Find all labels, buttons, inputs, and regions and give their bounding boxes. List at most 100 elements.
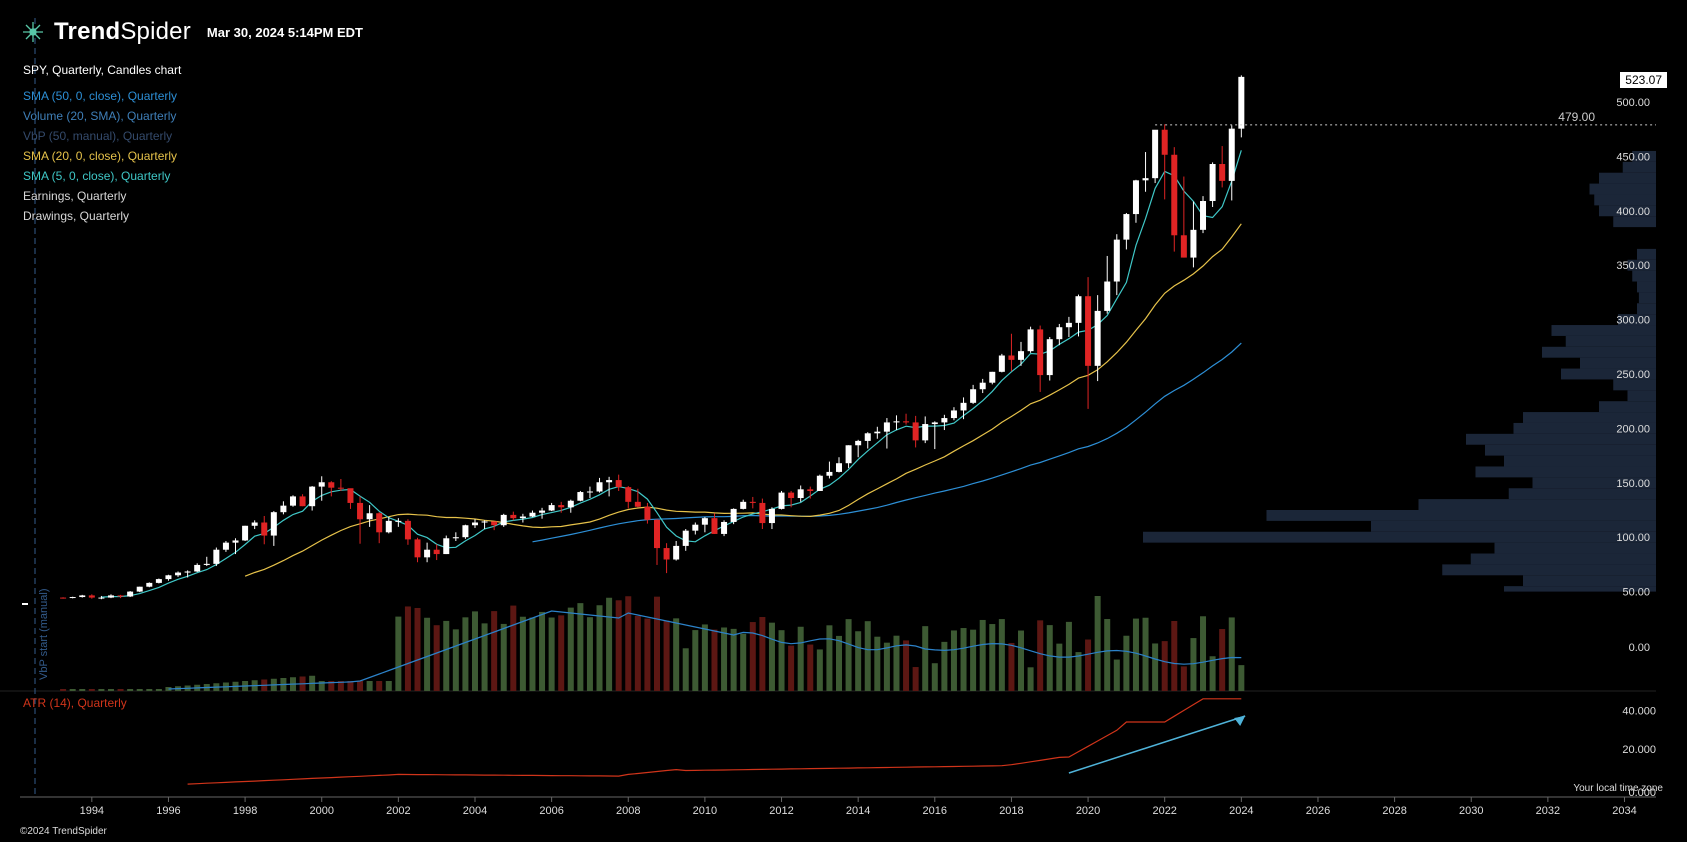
- time-tick-label: 2008: [616, 805, 640, 817]
- volume-bar: [165, 687, 172, 691]
- volume-bar: [788, 645, 795, 691]
- candle-body: [644, 506, 651, 520]
- vbp-bar: [1470, 553, 1656, 565]
- volume-bar: [759, 617, 766, 691]
- candle-body: [615, 480, 622, 488]
- candle-body: [845, 445, 852, 464]
- volume-bar: [443, 620, 450, 691]
- candle-body: [711, 518, 718, 534]
- candle-body: [625, 487, 632, 502]
- volume-bar: [366, 681, 373, 691]
- volume-bar: [960, 628, 967, 691]
- candle-body: [950, 410, 957, 419]
- volume-bar: [127, 689, 134, 691]
- candle-body: [1190, 229, 1197, 258]
- candle-body: [366, 513, 373, 520]
- time-tick-label: 2000: [309, 805, 333, 817]
- volume-bar: [462, 617, 469, 691]
- time-tick-label: 2034: [1612, 805, 1636, 817]
- time-tick-label: 1998: [233, 805, 257, 817]
- candle-body: [1228, 128, 1235, 181]
- vbp-bar: [1599, 205, 1656, 217]
- vbp-bar: [1504, 455, 1656, 467]
- candle-body: [998, 355, 1005, 372]
- volume-bar: [500, 623, 507, 691]
- volume-bar: [558, 615, 565, 691]
- time-tick-label: 2014: [846, 805, 870, 817]
- volume-bar: [1037, 620, 1044, 691]
- candle-body: [1113, 239, 1120, 282]
- atr-tick-label: 0.000: [1628, 787, 1656, 799]
- candle-body: [941, 418, 948, 423]
- candle-body: [634, 501, 641, 507]
- candle-body: [194, 564, 201, 572]
- vbp-bar: [1613, 379, 1656, 391]
- volume-bar: [673, 618, 680, 691]
- candle-body: [107, 595, 114, 598]
- candle-body: [931, 422, 938, 425]
- level-label: 479.00: [1558, 110, 1595, 124]
- price-tick-label: 150.00: [1616, 478, 1650, 490]
- volume-bar: [1200, 616, 1207, 691]
- legend-item-sma5[interactable]: SMA (5, 0, close), Quarterly: [23, 169, 171, 183]
- price-tick-label: 200.00: [1616, 423, 1650, 435]
- volume-bar: [510, 605, 517, 691]
- vbp-bar: [1618, 314, 1656, 326]
- volume-bar: [730, 628, 737, 691]
- atr-legend-label[interactable]: ATR (14), Quarterly: [23, 696, 127, 710]
- atr-tick-label: 20.000: [1622, 744, 1656, 756]
- legend-item-volume[interactable]: Volume (20, SMA), Quarterly: [23, 109, 177, 123]
- candle-body: [347, 488, 354, 503]
- candle-body: [653, 519, 660, 549]
- legend-item-vbp[interactable]: VbP (50, manual), Quarterly: [23, 129, 173, 143]
- legend-item-earnings[interactable]: Earnings, Quarterly: [23, 189, 127, 203]
- volume-bar: [404, 606, 411, 691]
- candle-body: [1132, 180, 1139, 215]
- candle-body: [759, 502, 766, 524]
- candle-body: [1142, 178, 1149, 181]
- candle-body: [251, 522, 258, 526]
- volume-bar: [903, 640, 910, 691]
- candle-body: [1046, 339, 1053, 376]
- candle-body: [1238, 76, 1245, 129]
- volume-bar: [424, 617, 431, 691]
- candle-body: [768, 508, 775, 524]
- candle-body: [203, 563, 210, 565]
- volume-bar: [768, 622, 775, 691]
- candle-body: [175, 572, 182, 576]
- legend-item-drawings[interactable]: Drawings, Quarterly: [23, 209, 130, 223]
- volume-bar: [615, 600, 622, 691]
- legend-item-sma50[interactable]: SMA (50, 0, close), Quarterly: [23, 89, 178, 103]
- candle-body: [816, 475, 823, 491]
- volume-bar: [395, 616, 402, 691]
- timezone-label[interactable]: Your local time zone: [1573, 783, 1663, 794]
- candle-body: [299, 496, 306, 507]
- volume-bar: [596, 605, 603, 691]
- vbp-bar: [1632, 270, 1656, 282]
- atr-tick-label: 40.000: [1622, 705, 1656, 717]
- volume-bar: [1180, 666, 1187, 691]
- volume-bar: [98, 689, 105, 691]
- volume-bar: [385, 681, 392, 691]
- candle-body: [721, 521, 728, 534]
- volume-bar: [519, 616, 526, 691]
- volume-bar: [749, 622, 756, 691]
- candle-body: [270, 512, 277, 536]
- vbp-bar: [1561, 368, 1656, 380]
- vbp-bar: [1594, 194, 1656, 206]
- candle-body: [586, 491, 593, 493]
- vbp-bar: [1565, 335, 1656, 347]
- volume-bar: [663, 620, 670, 691]
- timestamp: Mar 30, 2024 5:14PM EDT: [206, 24, 363, 40]
- legend-item-sma20[interactable]: SMA (20, 0, close), Quarterly: [23, 149, 178, 163]
- volume-bar: [692, 630, 699, 691]
- volume-bar: [1219, 629, 1226, 691]
- candle-body: [318, 482, 325, 487]
- volume-bar: [577, 603, 584, 691]
- vbp-bar: [1627, 390, 1656, 402]
- candle-body: [222, 542, 229, 550]
- volume-bar: [1238, 665, 1245, 691]
- volume-bar: [376, 681, 383, 691]
- vbp-bar: [1143, 531, 1656, 543]
